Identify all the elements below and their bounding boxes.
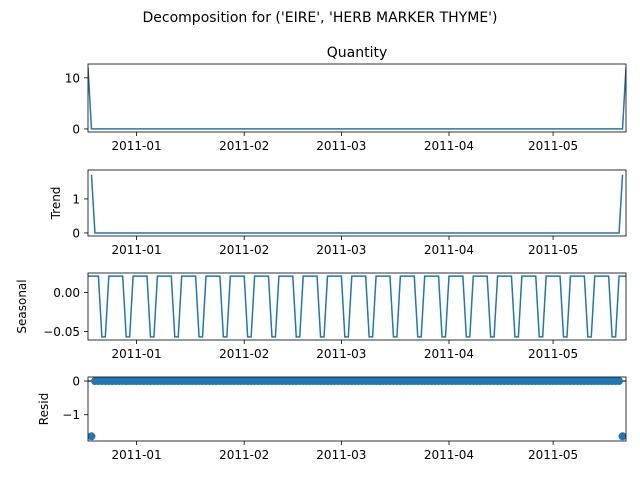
y-tick-label: 1 [72,192,80,206]
x-tick-label: 2011-02 [219,448,269,462]
y-tick-label: 10 [65,71,80,85]
y-axis-label: Seasonal [15,279,29,333]
panel-4: 2011-01 2011-02 2011-03 2011-04 2011-05 0 −1 Re… [37,375,627,462]
panel-title: Quantity [327,45,388,61]
x-tick-label: 2011-03 [316,243,366,257]
panel-3: 2011-01 2011-02 2011-03 2011-04 2011-05 0.00 −… [15,272,627,361]
x-tick-label: 2011-05 [528,448,578,462]
x-tick-label: 2011-02 [219,347,269,361]
panel-1: 2011-01 2011-02 2011-03 2011-04 2011-05 0 10 Qu… [65,45,627,153]
axes-frame [87,376,627,442]
x-tick-label: 2011-01 [112,448,162,462]
series-line [90,174,624,234]
x-tick-label: 2011-01 [112,139,162,153]
resid-point [88,432,96,441]
figure-title: Decomposition for ('EIRE', 'HERB MARKER … [143,10,498,26]
x-tick-label: 2011-04 [424,139,474,153]
plot-area [90,174,624,234]
plot-area [88,67,626,130]
y-tick-label: −0.05 [43,325,80,339]
x-tick-label: 2011-03 [316,448,366,462]
y-axis-label: Trend [49,187,63,221]
y-tick-label: 0 [72,375,80,389]
axes-frame [87,169,627,237]
x-tick-label: 2011-05 [528,243,578,257]
axes-frame [87,63,627,133]
x-tick-label: 2011-04 [424,347,474,361]
y-tick-label: −1 [62,408,80,422]
series-line [88,67,626,130]
plot-area [88,377,626,441]
x-tick-label: 2011-05 [528,139,578,153]
x-tick-label: 2011-02 [219,243,269,257]
y-tick-label: 0 [72,122,80,136]
x-tick-label: 2011-03 [316,139,366,153]
resid-point [615,377,624,386]
resid-point [618,432,626,441]
x-tick-label: 2011-03 [316,347,366,361]
x-tick-label: 2011-02 [219,139,269,153]
x-tick-label: 2011-04 [424,243,474,257]
y-tick-label: 0.00 [53,286,80,300]
x-tick-label: 2011-05 [528,347,578,361]
axes-frame [87,272,627,341]
y-axis-label: Resid [37,393,51,425]
x-tick-label: 2011-04 [424,448,474,462]
x-tick-label: 2011-01 [112,243,162,257]
x-tick-label: 2011-01 [112,347,162,361]
series-line [88,275,626,338]
panel-2: 2011-01 2011-02 2011-03 2011-04 2011-05 0 1 Tre… [49,169,627,257]
y-tick-label: 0 [72,226,80,240]
plot-area [88,275,626,338]
